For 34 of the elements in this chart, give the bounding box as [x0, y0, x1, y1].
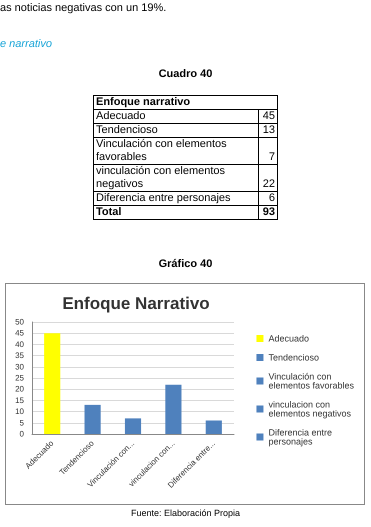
y-tick-label: 5: [20, 418, 25, 428]
y-tick-label: 15: [15, 396, 25, 405]
y-tick-label: 35: [15, 351, 25, 360]
legend-label: Diferencia entre personajes: [268, 428, 334, 446]
legend-label: Vinculación con elementos favorables: [268, 372, 354, 390]
text: Gráfico 40: [158, 258, 214, 270]
legend-label: vinculacion con elementos negativos: [268, 400, 352, 418]
legend-label: Adecuado: [268, 334, 309, 344]
text: as noticias negativas con un 19%.: [0, 2, 166, 14]
text: Cuadro 40: [158, 68, 214, 80]
data-label: 6: [258, 192, 278, 206]
text: 93: [258, 206, 278, 220]
text: Total: [94, 206, 258, 220]
y-tick-label: 50: [15, 318, 25, 326]
category-label: Tendencioso: [94, 124, 258, 138]
text: e narrativo: [0, 38, 52, 50]
y-tick-label: 10: [15, 407, 25, 416]
data-label: 45: [258, 110, 278, 124]
chart-title: Enfoque Narrativo: [62, 294, 210, 313]
category-label: Diferencia entre personajes: [94, 192, 258, 206]
category-label: vinculación con elementos negativos: [94, 164, 258, 192]
category-label: Adecuado: [94, 110, 258, 124]
y-tick-label: 20: [15, 384, 25, 394]
source-note: Fuente: Elaboración Propia: [130, 508, 242, 518]
y-tick-label: 30: [15, 362, 25, 372]
data-label: 22: [258, 164, 278, 192]
data-label: 7: [258, 138, 278, 164]
legend-label: Tendencioso: [268, 352, 319, 362]
y-tick-label: 25: [15, 374, 25, 382]
text: Enfoque narrativo: [94, 96, 278, 110]
y-tick-label: 45: [15, 328, 25, 338]
y-tick-label: 0: [20, 430, 25, 438]
y-tick-label: 40: [15, 340, 25, 349]
data-label: 13: [258, 124, 278, 138]
